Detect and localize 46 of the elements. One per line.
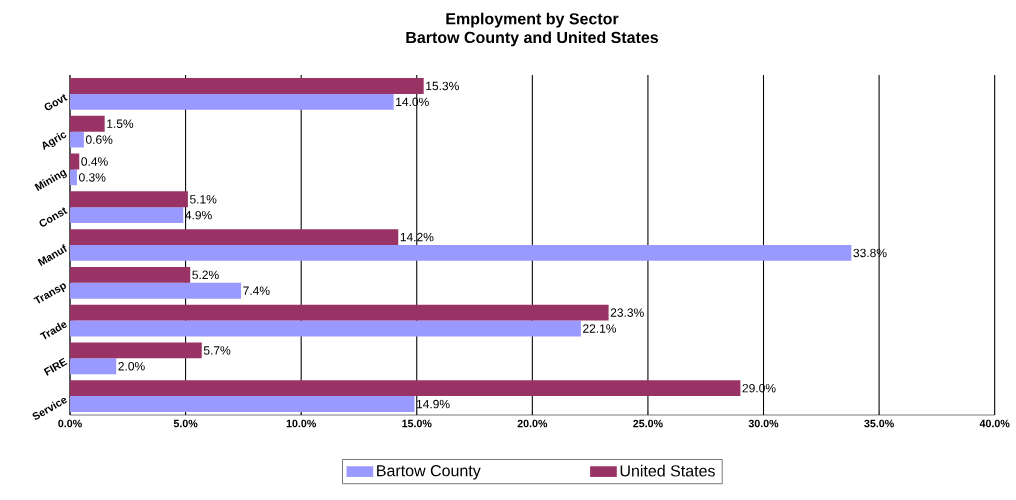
bar <box>70 282 242 299</box>
bar <box>70 229 399 246</box>
x-tick-label: 15.0% <box>402 419 432 428</box>
x-tick-label: 30.0% <box>748 419 779 428</box>
y-tick-label: Trade <box>39 322 67 340</box>
bar <box>70 93 394 110</box>
data-label: 22.1% <box>583 324 617 333</box>
bar <box>70 380 741 397</box>
data-label: 0.6% <box>85 135 113 144</box>
data-label: 5.1% <box>189 195 217 204</box>
data-label: 0.4% <box>81 157 108 166</box>
legend-label: Bartow County <box>377 465 481 480</box>
bar <box>70 131 84 148</box>
data-label: 14.9% <box>416 399 450 409</box>
y-tick-label: Govt <box>44 94 68 111</box>
data-label: 23.3% <box>610 308 644 317</box>
legend-label: United States <box>620 464 715 477</box>
data-label: 1.5% <box>107 119 134 128</box>
bar <box>70 266 191 283</box>
x-tick-label: 25.0% <box>633 419 663 428</box>
bar <box>70 207 184 224</box>
bar <box>70 396 415 412</box>
bar <box>70 342 202 359</box>
data-label: 5.7% <box>203 346 231 355</box>
x-tick-label: 0.0% <box>58 419 82 428</box>
bar <box>70 115 105 132</box>
x-tick-label: 10.0% <box>286 419 317 428</box>
x-tick-label: 35.0% <box>864 419 894 428</box>
y-tick-label: FIRE <box>43 357 68 376</box>
data-label: 5.2% <box>192 270 219 280</box>
data-label: 7.4% <box>243 286 270 295</box>
data-label: 15.3% <box>426 81 459 91</box>
x-tick-label: 5.0% <box>173 419 198 428</box>
x-tick-label: 20.0% <box>517 419 548 428</box>
bar <box>70 245 852 261</box>
x-tick-label: 40.0% <box>979 419 1010 428</box>
y-tick-label: Agric <box>42 132 67 150</box>
data-label: 2.0% <box>118 362 145 371</box>
bar <box>70 320 581 337</box>
chart-title: Employment by Sector <box>446 12 619 28</box>
bar <box>70 191 188 208</box>
bar <box>70 358 117 375</box>
bar <box>70 78 424 94</box>
chart-subtitle: Bartow County and United States <box>406 31 659 47</box>
data-label: 0.3% <box>79 173 106 182</box>
bar <box>70 304 609 321</box>
